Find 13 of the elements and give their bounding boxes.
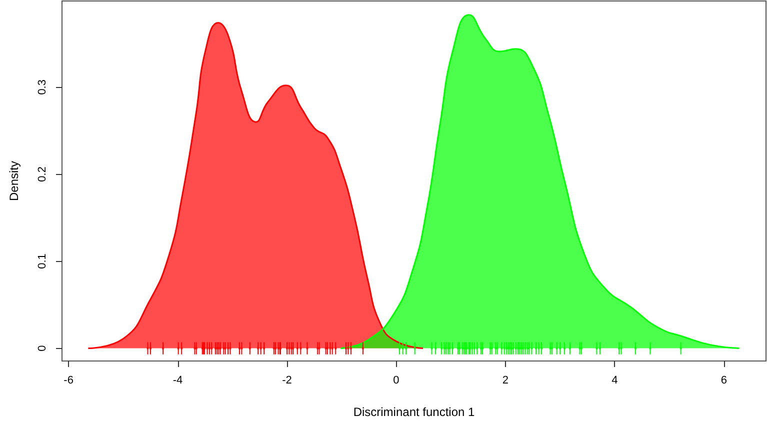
x-tick-label: 4 xyxy=(612,374,618,386)
x-tick-label: 0 xyxy=(393,374,400,386)
y-axis-title: Density xyxy=(7,160,21,202)
y-tick-label: 0 xyxy=(36,345,48,352)
y-tick-label: 0.2 xyxy=(36,166,48,182)
x-axis-title: Discriminant function 1 xyxy=(353,405,476,419)
x-tick-label: -2 xyxy=(282,374,292,386)
y-tick-label: 0.1 xyxy=(36,254,48,269)
x-tick-label: -4 xyxy=(172,374,183,386)
x-tick-label: 6 xyxy=(720,374,728,386)
x-tick-label: 2 xyxy=(502,374,509,386)
x-tick-label: -6 xyxy=(64,374,74,386)
y-tick-label: 0.3 xyxy=(36,80,48,95)
